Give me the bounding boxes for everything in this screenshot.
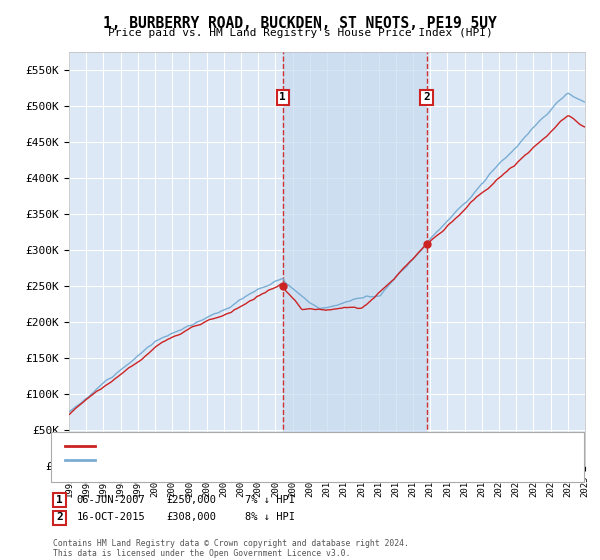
- Text: 1: 1: [56, 494, 63, 505]
- Text: 7% ↓ HPI: 7% ↓ HPI: [245, 494, 295, 505]
- Text: £308,000: £308,000: [167, 512, 217, 522]
- Bar: [283, 52, 427, 466]
- Text: 16-OCT-2015: 16-OCT-2015: [77, 512, 146, 522]
- Text: £250,000: £250,000: [167, 494, 217, 505]
- Text: 1, BURBERRY ROAD, BUCKDEN, ST NEOTS, PE19 5UY: 1, BURBERRY ROAD, BUCKDEN, ST NEOTS, PE1…: [103, 16, 497, 31]
- Text: 2: 2: [56, 512, 63, 522]
- Text: HPI: Average price, detached house, Huntingdonshire: HPI: Average price, detached house, Hunt…: [98, 456, 391, 465]
- Text: 1: 1: [280, 92, 286, 102]
- Text: 06-JUN-2007: 06-JUN-2007: [77, 494, 146, 505]
- Text: Contains HM Land Registry data © Crown copyright and database right 2024.
This d: Contains HM Land Registry data © Crown c…: [53, 539, 409, 558]
- Text: Price paid vs. HM Land Registry's House Price Index (HPI): Price paid vs. HM Land Registry's House …: [107, 28, 493, 38]
- Text: 8% ↓ HPI: 8% ↓ HPI: [245, 512, 295, 522]
- Text: 2: 2: [423, 92, 430, 102]
- Text: 1, BURBERRY ROAD, BUCKDEN, ST NEOTS, PE19 5UY (detached house): 1, BURBERRY ROAD, BUCKDEN, ST NEOTS, PE1…: [98, 441, 454, 450]
